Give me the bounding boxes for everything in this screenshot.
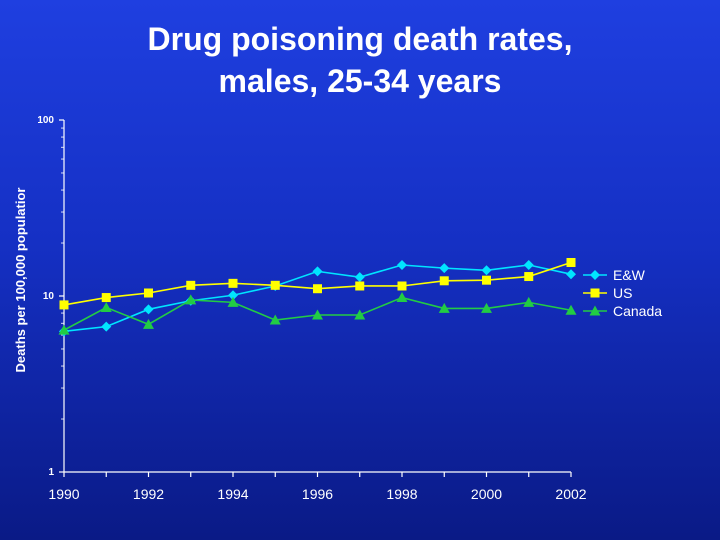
data-point-canada [100,302,112,313]
data-point-us [313,284,322,294]
x-tick-label: 1998 [386,486,417,502]
x-tick-label: 2002 [555,486,586,502]
legend-item-us: US [583,285,632,301]
data-point-e-w [439,263,450,274]
y-tick-label: 10 [43,291,55,302]
x-tick-label: 1990 [48,486,79,502]
x-tick-label: 1996 [302,486,333,502]
data-point-e-w [481,265,492,276]
legend-marker [590,270,600,280]
legend-label: E&W [613,267,646,283]
data-point-canada [269,314,281,325]
legend-marker [589,305,601,316]
series-e-w [59,260,576,337]
chart-title-line-1: Drug poisoning death rates, [147,21,573,57]
data-point-e-w [312,266,323,277]
data-point-canada [143,318,154,329]
data-point-us [439,276,449,286]
plot-area [64,120,571,472]
chart-title: Drug poisoning death rates, males, 25-34… [0,18,720,102]
data-point-e-w [566,269,576,280]
x-tick-label: 1994 [217,486,248,502]
legend-item-canada: Canada [583,303,662,319]
data-point-e-w [523,260,534,271]
data-point-e-w [143,304,154,315]
legend-label: US [613,285,632,301]
data-point-us [59,300,69,310]
chart-title-line-2: males, 25-34 years [218,63,502,99]
data-point-canada [565,304,577,315]
data-point-canada [438,302,450,313]
y-tick-label: 1 [48,467,54,478]
data-point-us [566,258,576,268]
data-point-e-w [228,290,238,301]
series-canada [58,292,577,335]
series-us [59,258,576,310]
legend-marker [590,288,600,298]
y-tick-label: 100 [37,115,54,126]
data-point-canada [312,309,323,320]
data-point-e-w [101,321,112,332]
data-point-canada [396,292,408,303]
data-point-us [482,275,491,285]
data-point-canada [354,309,366,320]
data-point-us [270,280,280,290]
data-point-canada [185,294,197,305]
series-layer [58,258,577,337]
data-point-canada [481,302,492,313]
data-point-e-w [354,272,365,283]
y-axis-title: Deaths per 100,000 populatior [13,188,28,373]
data-point-us [144,288,153,298]
data-point-us [186,280,196,290]
data-point-canada [58,324,70,335]
data-point-us [228,278,238,288]
data-point-us [397,281,407,291]
x-tick-label: 2000 [471,486,502,502]
legend-item-e-w: E&W [583,267,646,283]
x-tick-label: 1992 [133,486,164,502]
data-point-us [101,293,111,303]
data-point-us [355,281,365,291]
data-point-e-w [397,260,407,271]
data-point-canada [523,296,535,307]
legend: E&W US Canada [583,267,662,319]
legend-label: Canada [613,303,662,319]
data-point-canada [227,296,239,307]
data-point-us [524,272,534,282]
axis-ticks: 1 10 100 1990 1992 1994 1996 1998 2000 2002 [37,115,586,502]
